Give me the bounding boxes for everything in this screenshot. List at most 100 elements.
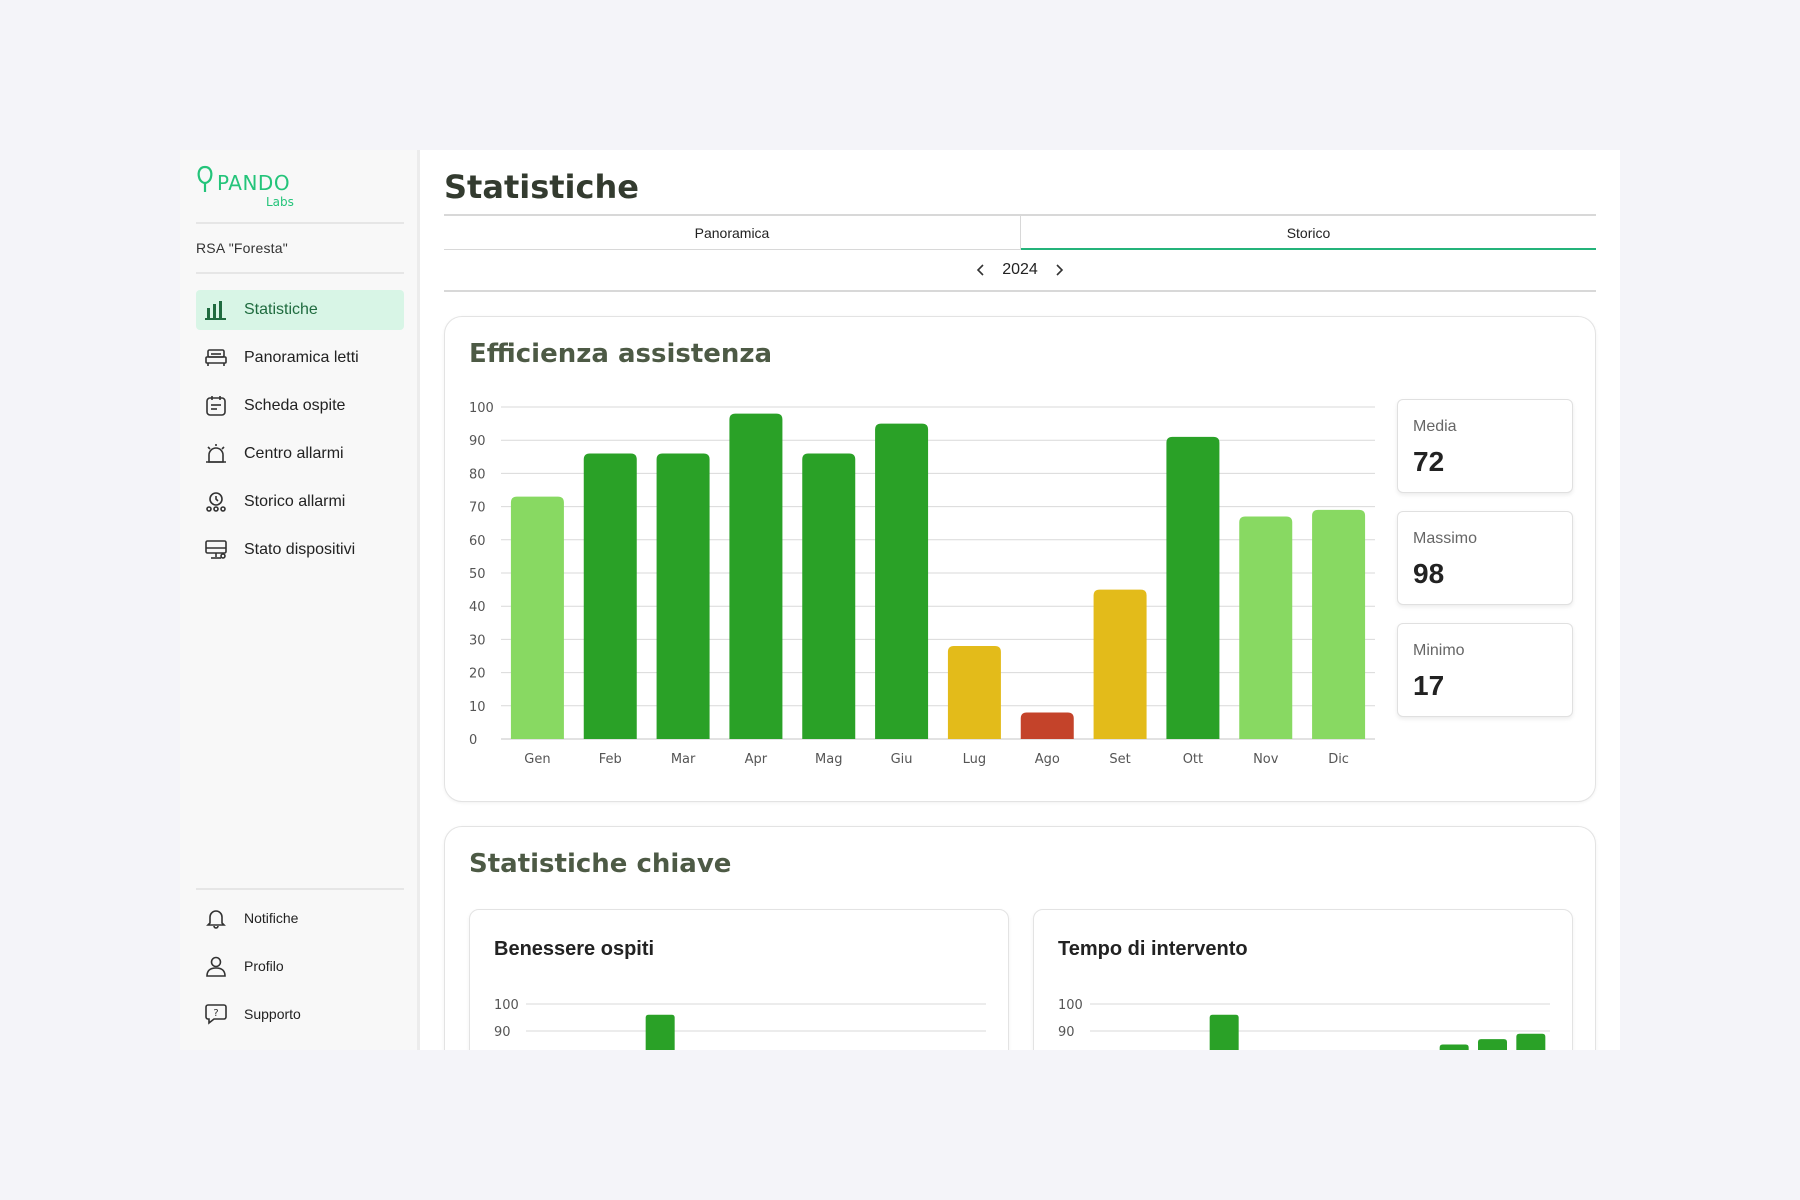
bar-dic[interactable]: [1312, 509, 1366, 739]
main-content: Statistiche Panoramica Storico 2024 Effi…: [444, 150, 1596, 1050]
y-tick-label: 50: [469, 567, 486, 582]
user-icon: [204, 954, 228, 978]
app-window: PANDO Labs RSA "Foresta" Statistiche Pan…: [180, 150, 1620, 1050]
bed-icon: [204, 346, 228, 370]
efficiency-chart: 0 10 20 30 40 50 60 70 80 90 100 Gen Feb Mar Apr Mag Giu…: [469, 401, 1375, 767]
key-stats-card: Statistiche chiave Benessere ospiti 100 9…: [444, 826, 1596, 1050]
guest-sheet-icon: [204, 394, 228, 418]
y-tick-label: 90: [469, 434, 486, 449]
sidebar-item-centro-allarmi[interactable]: Centro allarmi: [196, 434, 404, 474]
sidebar-item-label: Supporto: [244, 1006, 301, 1022]
bar[interactable]: [1439, 1044, 1469, 1051]
alarm-history-icon: [204, 490, 228, 514]
logo-icon: PANDO Labs: [197, 165, 294, 209]
bar-ott[interactable]: [1166, 436, 1220, 739]
y-tick-label: 90: [494, 1025, 511, 1040]
brand-name: PANDO: [217, 171, 290, 195]
bar[interactable]: [1516, 1033, 1546, 1050]
x-tick-label: Set: [1109, 752, 1130, 767]
y-tick-label: 100: [1058, 998, 1083, 1013]
sidebar-item-statistiche[interactable]: Statistiche: [196, 290, 404, 330]
x-tick-label: Mar: [671, 752, 696, 767]
x-tick-label: Ott: [1183, 752, 1203, 767]
y-tick-label: 100: [494, 998, 519, 1013]
sidebar-item-scheda-ospite[interactable]: Scheda ospite: [196, 386, 404, 426]
bar[interactable]: [1478, 1039, 1507, 1050]
bar-feb[interactable]: [583, 453, 637, 739]
bar-mag[interactable]: [802, 453, 856, 739]
y-tick-label: 60: [469, 534, 486, 549]
x-tick-label: Giu: [891, 752, 913, 767]
y-tick-label: 10: [469, 700, 486, 715]
next-year-button[interactable]: [1044, 255, 1074, 285]
stat-value: 17: [1413, 670, 1445, 701]
bell-icon: [204, 906, 228, 930]
x-tick-label: Dic: [1328, 752, 1349, 767]
y-tick-label: 30: [469, 633, 486, 648]
bar-mar[interactable]: [656, 453, 710, 739]
sidebar-item-profilo[interactable]: Profilo: [196, 946, 404, 986]
x-tick-label: Mag: [815, 752, 842, 767]
x-tick-label: Apr: [745, 752, 768, 767]
divider: [196, 222, 404, 224]
sidebar-item-storico-allarmi[interactable]: Storico allarmi: [196, 482, 404, 522]
sidebar-item-notifiche[interactable]: Notifiche: [196, 898, 404, 938]
sidebar-item-label: Statistiche: [244, 301, 318, 318]
svg-text:?: ?: [213, 1008, 218, 1019]
y-tick-label: 40: [469, 600, 486, 615]
bar-giu[interactable]: [875, 423, 929, 739]
stat-label: Media: [1413, 418, 1457, 435]
sidebar-item-label: Storico allarmi: [244, 493, 346, 510]
x-tick-label: Ago: [1035, 752, 1060, 767]
stat-label: Minimo: [1413, 642, 1465, 659]
efficiency-title: Efficienza assistenza: [469, 339, 773, 369]
wellbeing-card: Benessere ospiti 100 90 80: [469, 909, 1009, 1050]
x-tick-label: Lug: [963, 752, 987, 767]
sidebar-item-label: Centro allarmi: [244, 445, 344, 462]
bar[interactable]: [1209, 1014, 1239, 1050]
sidebar-item-label: Notifiche: [244, 910, 299, 926]
x-tick-label: Feb: [599, 752, 622, 767]
efficiency-card: Efficienza assistenza 0 10 20 30 40 50 60 70 80 9…: [444, 316, 1596, 802]
page-title: Statistiche: [444, 168, 639, 206]
stat-label: Massimo: [1413, 530, 1478, 547]
sidebar-item-label: Scheda ospite: [244, 397, 346, 414]
divider: [196, 888, 404, 890]
stat-massimo: Massimo 98: [1397, 511, 1573, 605]
y-tick-label: 0: [469, 733, 477, 748]
secondary-nav: Notifiche Profilo ? Supporto: [196, 898, 404, 1042]
y-tick-label: 80: [469, 467, 486, 482]
response-time-title: Tempo di intervento: [1058, 938, 1248, 960]
bar-nov[interactable]: [1239, 516, 1293, 739]
bar[interactable]: [645, 1014, 675, 1050]
main-nav: Statistiche Panoramica letti Scheda ospi…: [196, 290, 404, 578]
x-tick-label: Nov: [1253, 752, 1279, 767]
stat-value: 98: [1413, 558, 1445, 589]
tab-panoramica[interactable]: Panoramica: [694, 224, 770, 241]
alarm-icon: [204, 442, 228, 466]
prev-year-button[interactable]: [966, 255, 996, 285]
support-icon: ?: [204, 1002, 228, 1026]
bar-apr[interactable]: [729, 413, 783, 739]
key-stats-title: Statistiche chiave: [469, 849, 732, 879]
bar-lug[interactable]: [947, 646, 1001, 739]
sidebar-item-supporto[interactable]: ? Supporto: [196, 994, 404, 1034]
response-time-card: Tempo di intervento 100 90 80: [1033, 909, 1573, 1050]
x-tick-label: Gen: [524, 752, 550, 767]
sidebar: PANDO Labs RSA "Foresta" Statistiche Pan…: [180, 150, 420, 1050]
sidebar-item-panoramica-letti[interactable]: Panoramica letti: [196, 338, 404, 378]
sidebar-item-label: Profilo: [244, 958, 284, 974]
tab-storico[interactable]: Storico: [1020, 216, 1596, 250]
pando-logo[interactable]: PANDO Labs: [196, 164, 316, 210]
bar-gen[interactable]: [510, 496, 564, 739]
bar-ago[interactable]: [1020, 712, 1074, 739]
devices-icon: [204, 538, 228, 562]
wellbeing-title: Benessere ospiti: [494, 938, 655, 960]
sidebar-item-label: Stato dispositivi: [244, 541, 356, 558]
bar-set[interactable]: [1093, 589, 1147, 739]
y-tick-label: 70: [469, 501, 486, 516]
y-tick-label: 100: [469, 401, 494, 416]
sidebar-item-stato-dispositivi[interactable]: Stato dispositivi: [196, 530, 404, 570]
